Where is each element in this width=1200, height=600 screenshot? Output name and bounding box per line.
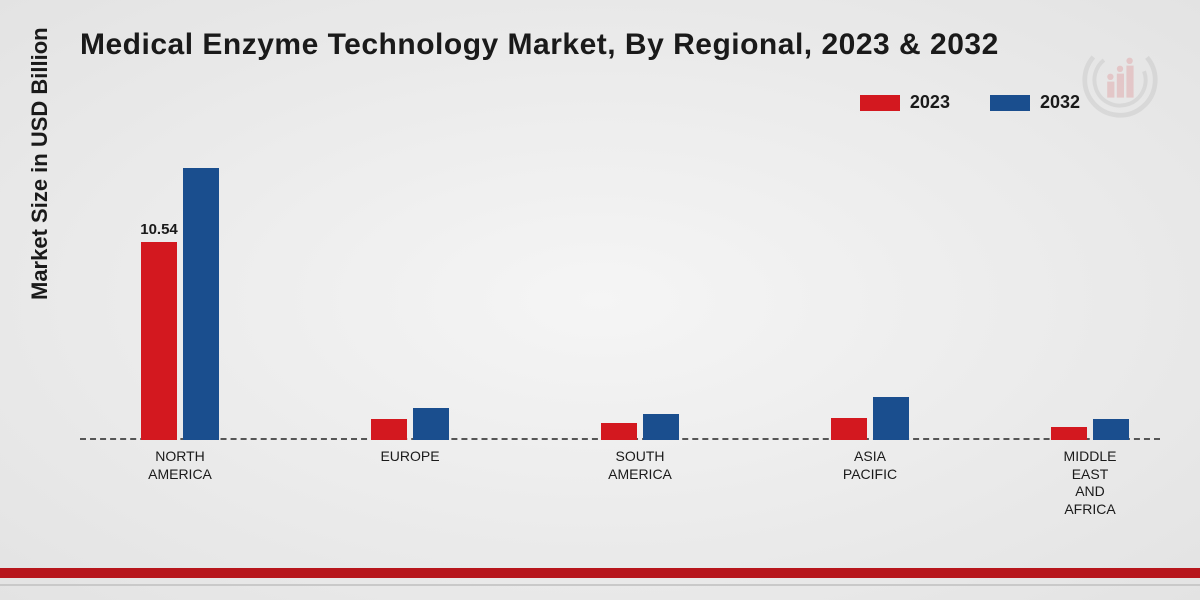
bar-2023 bbox=[141, 242, 177, 440]
bar-group bbox=[141, 168, 219, 440]
chart-title: Medical Enzyme Technology Market, By Reg… bbox=[80, 28, 999, 62]
x-tick-label: EUROPE bbox=[380, 448, 439, 466]
legend-swatch-2023 bbox=[860, 95, 900, 111]
footer-divider bbox=[0, 584, 1200, 586]
chart-canvas: Medical Enzyme Technology Market, By Reg… bbox=[0, 0, 1200, 600]
bar-2023 bbox=[601, 423, 637, 440]
plot-area: 10.54 bbox=[80, 140, 1160, 440]
x-tick-label: NORTH AMERICA bbox=[148, 448, 212, 483]
bar-2023 bbox=[371, 419, 407, 440]
legend-item-2032: 2032 bbox=[990, 92, 1080, 113]
x-tick-label: MIDDLE EAST AND AFRICA bbox=[1064, 448, 1117, 518]
bar-2032 bbox=[183, 168, 219, 440]
legend-swatch-2032 bbox=[990, 95, 1030, 111]
legend: 2023 2032 bbox=[860, 92, 1080, 113]
bar-group bbox=[601, 414, 679, 440]
y-axis-label: Market Size in USD Billion bbox=[27, 27, 53, 300]
bar-2023 bbox=[1051, 427, 1087, 440]
bar-group bbox=[371, 408, 449, 440]
bar-value-label: 10.54 bbox=[140, 221, 178, 238]
bar-2032 bbox=[413, 408, 449, 440]
bar-2023 bbox=[831, 418, 867, 441]
x-tick-label: ASIA PACIFIC bbox=[843, 448, 897, 483]
watermark-logo bbox=[1080, 40, 1160, 120]
bar-2032 bbox=[873, 397, 909, 440]
bar-group bbox=[831, 397, 909, 440]
legend-label-2032: 2032 bbox=[1040, 92, 1080, 113]
legend-label-2023: 2023 bbox=[910, 92, 950, 113]
bar-2032 bbox=[1093, 419, 1129, 440]
footer-accent-bar bbox=[0, 568, 1200, 578]
x-tick-label: SOUTH AMERICA bbox=[608, 448, 672, 483]
bar-group bbox=[1051, 419, 1129, 440]
bar-2032 bbox=[643, 414, 679, 440]
legend-item-2023: 2023 bbox=[860, 92, 950, 113]
